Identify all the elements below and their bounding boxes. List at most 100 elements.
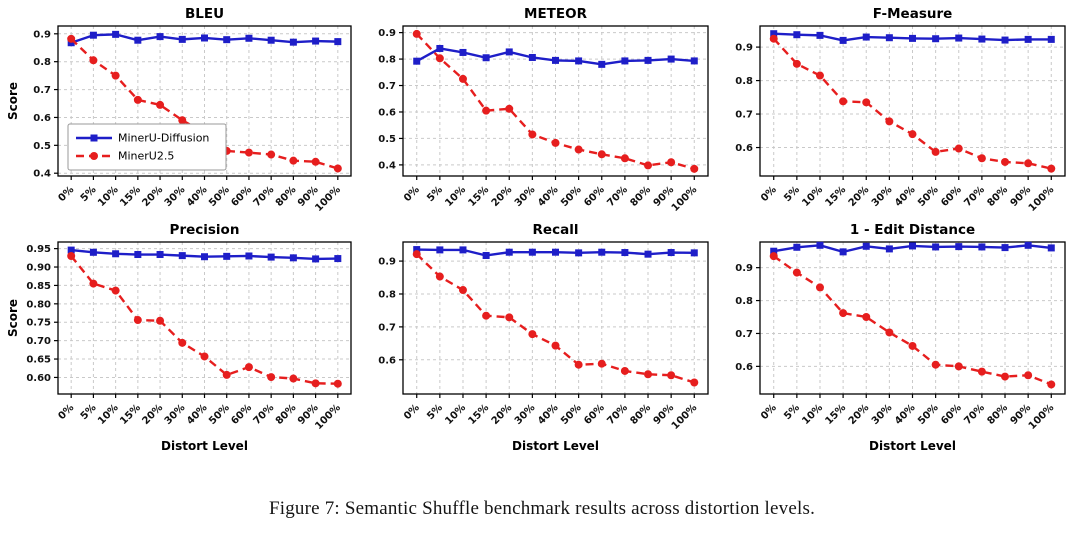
- y-axis-label: Score: [6, 82, 20, 120]
- data-point: [528, 130, 537, 139]
- x-tick-label: 10%: [800, 184, 825, 209]
- data-point: [111, 286, 120, 295]
- x-tick-label: 50%: [207, 402, 232, 427]
- y-tick-label: 0.9: [378, 28, 396, 39]
- y-tick-label: 0.8: [735, 296, 753, 307]
- data-point: [597, 150, 606, 159]
- data-point: [977, 367, 986, 376]
- x-axis-label: Distort Level: [161, 439, 248, 453]
- data-point: [178, 252, 186, 260]
- data-point: [770, 247, 778, 255]
- x-tick-label: 20%: [847, 402, 872, 427]
- data-point: [885, 245, 893, 253]
- y-tick-label: 0.7: [378, 322, 396, 333]
- y-tick-label: 0.8: [378, 289, 396, 300]
- data-point: [178, 116, 187, 125]
- data-point: [955, 243, 963, 251]
- data-point: [551, 341, 560, 350]
- x-tick-label: 60%: [582, 184, 607, 209]
- data-point: [1024, 35, 1032, 43]
- data-point: [977, 154, 986, 163]
- y-tick-label: 0.65: [26, 355, 51, 366]
- x-tick-label: 30%: [163, 402, 188, 427]
- data-point: [482, 311, 491, 320]
- y-tick-label: 0.6: [378, 355, 396, 366]
- data-point: [505, 104, 514, 113]
- data-point: [862, 33, 870, 41]
- data-point: [267, 36, 275, 44]
- x-tick-label: 20%: [490, 402, 515, 427]
- x-axis-label: Distort Level: [512, 439, 599, 453]
- data-point: [528, 330, 537, 339]
- x-tick-label: 60%: [229, 402, 254, 427]
- data-point: [792, 59, 801, 68]
- data-point: [311, 157, 320, 166]
- data-point: [67, 246, 75, 254]
- data-point: [862, 98, 871, 107]
- data-point: [412, 29, 421, 38]
- y-tick-label: 0.6: [735, 362, 753, 373]
- x-tick-label: 70%: [605, 184, 630, 209]
- data-point: [482, 54, 490, 62]
- data-point: [769, 34, 778, 43]
- chart-f-measure: 0.6 0.7 0.8 0.9 0% 5%10%15%20%30%40%50%60%70%…: [735, 6, 1066, 214]
- data-point: [839, 97, 848, 106]
- data-point: [1047, 380, 1056, 389]
- data-point: [267, 373, 276, 382]
- data-point: [244, 148, 253, 157]
- data-point: [1001, 157, 1010, 166]
- data-point: [954, 144, 963, 153]
- y-tick-label: 0.5: [33, 141, 51, 152]
- y-tick-label: 0.7: [735, 329, 753, 340]
- x-tick-label: 70%: [962, 184, 987, 209]
- y-tick-label: 0.8: [378, 55, 396, 66]
- x-tick-label: 60%: [939, 402, 964, 427]
- x-tick-label: 60%: [582, 402, 607, 427]
- data-point: [932, 243, 940, 251]
- data-point: [621, 57, 629, 65]
- data-point: [597, 359, 606, 368]
- x-tick-label: 15%: [467, 402, 492, 427]
- data-point: [909, 242, 916, 250]
- chart-bleu: 0.40.50.60.70.80.90% 5%10%15%20%30%40%50%…: [6, 6, 352, 214]
- data-point: [575, 249, 583, 257]
- data-point: [574, 360, 583, 369]
- y-tick-label: 0.7: [378, 81, 396, 92]
- x-tick-label: 100%: [1027, 402, 1057, 432]
- x-tick-label: 30%: [870, 184, 895, 209]
- data-point: [552, 248, 559, 256]
- data-point: [134, 36, 142, 44]
- data-point: [459, 48, 467, 56]
- data-point: [667, 55, 675, 63]
- x-tick-label: 20%: [490, 184, 515, 209]
- chart-precision: 0.600.650.700.750.800.850.900.950% 5%10%1…: [6, 222, 352, 453]
- data-point: [862, 313, 871, 322]
- data-point: [334, 255, 342, 263]
- x-tick-label: 80%: [985, 402, 1010, 427]
- data-point: [112, 30, 120, 38]
- x-tick-label: 10%: [443, 184, 468, 209]
- data-point: [289, 254, 297, 262]
- x-tick-label: 10%: [443, 402, 468, 427]
- data-point: [244, 363, 253, 372]
- x-tick-label: 50%: [559, 402, 584, 427]
- x-tick-label: 30%: [513, 402, 538, 427]
- x-tick-label: 50%: [916, 184, 941, 209]
- data-point: [67, 34, 76, 43]
- y-tick-label: 0.75: [26, 318, 51, 329]
- data-point: [667, 249, 675, 257]
- data-point: [1024, 241, 1032, 249]
- x-tick-label: 40%: [185, 402, 210, 427]
- data-point: [312, 37, 320, 45]
- data-point: [1024, 371, 1033, 380]
- data-point: [885, 34, 893, 42]
- data-point: [815, 71, 824, 80]
- data-point: [223, 36, 231, 44]
- data-point: [436, 44, 444, 52]
- data-point: [908, 341, 917, 350]
- data-point: [133, 95, 142, 104]
- legend-label: MinerU-Diffusion: [118, 132, 209, 145]
- data-point: [793, 243, 801, 251]
- x-tick-label: 40%: [893, 402, 918, 427]
- legend-marker: [90, 134, 98, 142]
